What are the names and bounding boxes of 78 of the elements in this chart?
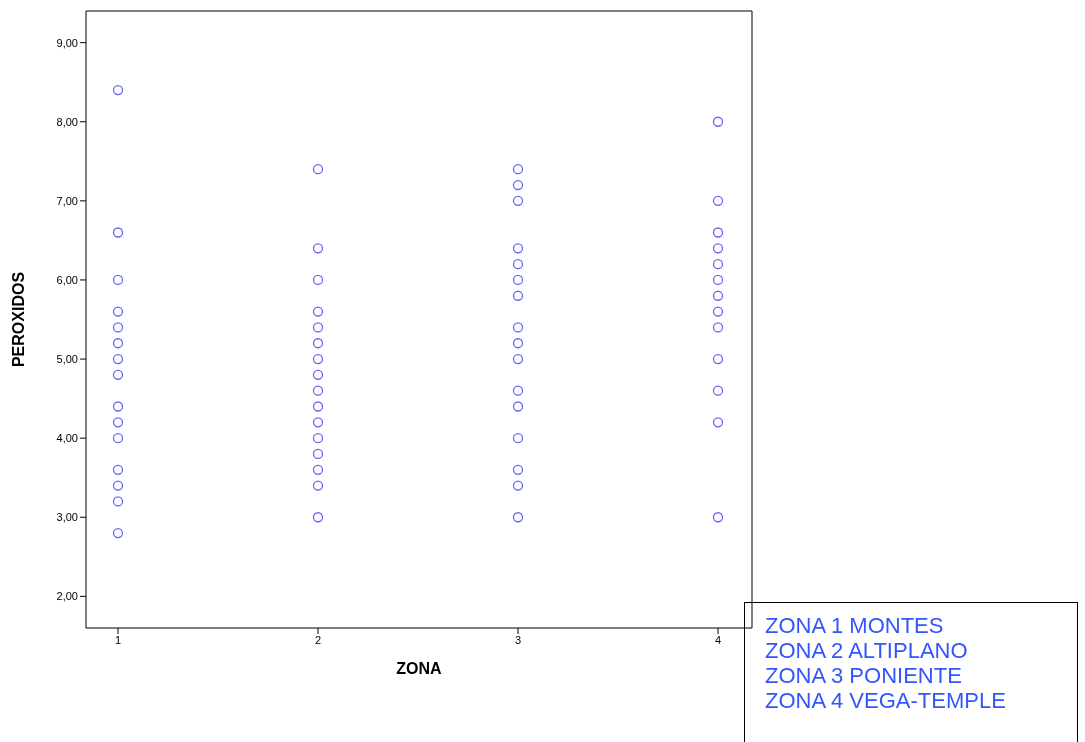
point bbox=[512, 353, 524, 365]
x-tick-label: 2 bbox=[314, 633, 322, 646]
point bbox=[712, 227, 724, 238]
y-tick-label: 9,00 bbox=[56, 36, 78, 49]
point bbox=[512, 338, 524, 349]
text: ZONA 3 PONIENTE bbox=[765, 663, 963, 688]
point bbox=[112, 401, 124, 412]
point bbox=[112, 306, 124, 317]
text: ZONA 4 VEGA-TEMPLE bbox=[765, 688, 1007, 713]
point bbox=[112, 496, 124, 507]
point bbox=[512, 195, 524, 206]
point bbox=[712, 417, 724, 428]
point bbox=[112, 464, 124, 475]
point bbox=[512, 243, 524, 254]
point bbox=[312, 369, 324, 381]
point bbox=[712, 306, 724, 317]
point bbox=[312, 464, 324, 475]
text: ZONA 2 ALTIPLANO bbox=[765, 638, 969, 663]
point bbox=[112, 369, 124, 381]
point bbox=[312, 417, 324, 428]
point bbox=[112, 322, 124, 333]
x-tick-label: 4 bbox=[714, 633, 722, 646]
point bbox=[512, 274, 524, 286]
x-axis-title: ZONA bbox=[396, 660, 443, 677]
point bbox=[512, 258, 524, 270]
text: ZONA 1 MONTES bbox=[765, 613, 945, 638]
x-tick-label: 1 bbox=[114, 633, 122, 646]
y-tick-label: 7,00 bbox=[56, 194, 78, 207]
point bbox=[512, 322, 524, 333]
point bbox=[712, 290, 724, 301]
y-tick-label: 4,00 bbox=[56, 432, 78, 445]
point bbox=[312, 243, 324, 254]
y-tick-label: 2,00 bbox=[56, 590, 78, 603]
point bbox=[712, 274, 724, 286]
y-axis-title: PEROXIDOS bbox=[9, 271, 27, 368]
point bbox=[312, 448, 324, 460]
point bbox=[312, 338, 324, 349]
point bbox=[712, 512, 724, 523]
point bbox=[112, 433, 124, 444]
point bbox=[112, 480, 124, 491]
point bbox=[512, 164, 524, 175]
point bbox=[312, 433, 324, 444]
point bbox=[512, 179, 524, 191]
point bbox=[512, 290, 524, 301]
point bbox=[512, 512, 524, 523]
point bbox=[312, 164, 324, 175]
point bbox=[112, 338, 124, 349]
point bbox=[312, 353, 324, 365]
y-tick-label: 3,00 bbox=[56, 511, 78, 524]
point bbox=[112, 353, 124, 365]
point bbox=[712, 385, 724, 396]
point bbox=[512, 401, 524, 412]
point bbox=[512, 480, 524, 491]
point bbox=[312, 512, 324, 523]
point bbox=[312, 322, 324, 333]
point bbox=[312, 385, 324, 396]
point bbox=[712, 116, 724, 127]
y-tick-label: 5,00 bbox=[56, 352, 78, 365]
point bbox=[712, 322, 724, 333]
point bbox=[312, 306, 324, 317]
x-tick-label: 3 bbox=[514, 633, 522, 646]
point bbox=[712, 353, 724, 365]
point bbox=[312, 480, 324, 491]
point bbox=[312, 401, 324, 412]
y-tick-label: 8,00 bbox=[56, 115, 78, 128]
point bbox=[712, 195, 724, 206]
point bbox=[112, 227, 124, 238]
point bbox=[112, 527, 124, 539]
point bbox=[112, 84, 124, 96]
point bbox=[512, 433, 524, 444]
point bbox=[112, 417, 124, 428]
point bbox=[512, 385, 524, 396]
point bbox=[112, 274, 124, 286]
point bbox=[312, 274, 324, 286]
point bbox=[712, 258, 724, 270]
point bbox=[512, 464, 524, 475]
y-tick-label: 6,00 bbox=[56, 273, 78, 286]
point bbox=[712, 243, 724, 254]
